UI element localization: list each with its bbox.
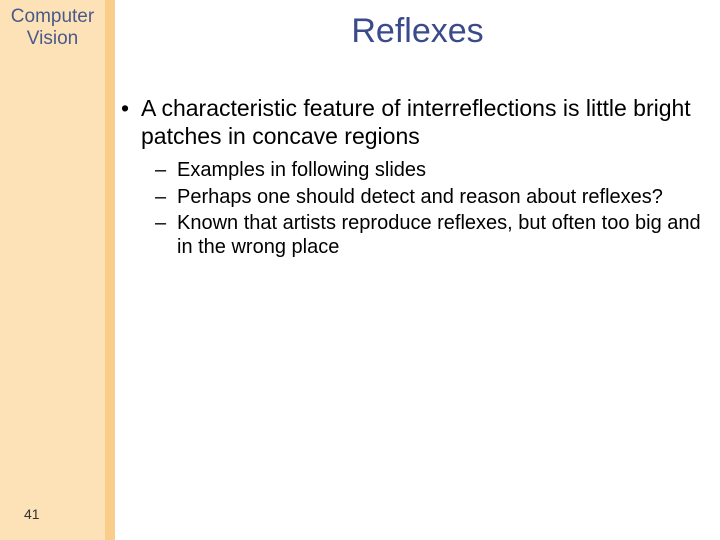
sub-bullet-list: – Examples in following slides – Perhaps… xyxy=(155,158,705,260)
bullet-sub: – Known that artists reproduce reflexes,… xyxy=(155,211,705,260)
sidebar-inner: Computer Vision xyxy=(0,0,105,540)
bullet-sub: – Perhaps one should detect and reason a… xyxy=(155,185,705,209)
course-title: Computer Vision xyxy=(0,6,105,50)
slide-title: Reflexes xyxy=(115,12,720,51)
bullet-dash-icon: – xyxy=(155,211,177,260)
bullet-sub-text: Perhaps one should detect and reason abo… xyxy=(177,185,705,209)
bullet-dot-icon: • xyxy=(115,95,141,150)
bullet-main: • A characteristic feature of interrefle… xyxy=(115,95,705,150)
bullet-sub-text: Known that artists reproduce reflexes, b… xyxy=(177,211,705,260)
page-number: 41 xyxy=(24,506,40,522)
bullet-dash-icon: – xyxy=(155,185,177,209)
course-line2: Vision xyxy=(27,28,78,49)
slide-content: • A characteristic feature of interrefle… xyxy=(115,95,705,262)
course-line1: Computer xyxy=(11,6,94,27)
bullet-main-text: A characteristic feature of interreflect… xyxy=(141,95,705,150)
bullet-sub-text: Examples in following slides xyxy=(177,158,705,182)
bullet-sub: – Examples in following slides xyxy=(155,158,705,182)
bullet-dash-icon: – xyxy=(155,158,177,182)
